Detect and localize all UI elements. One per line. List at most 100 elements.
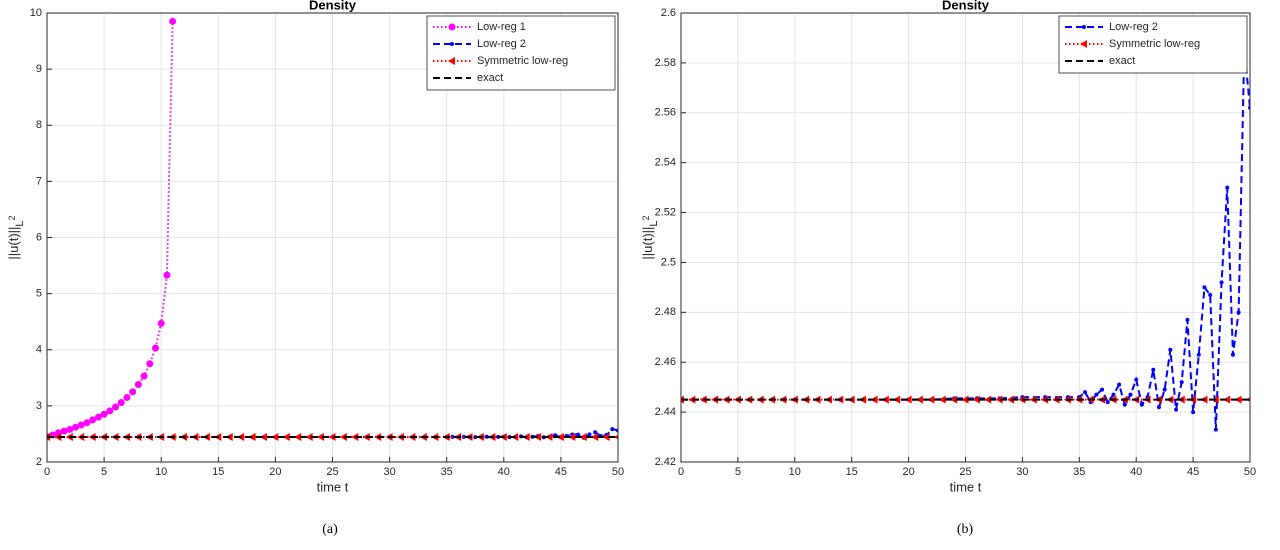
marker xyxy=(163,271,171,279)
marker xyxy=(129,388,137,396)
legend-label: Low-reg 2 xyxy=(1109,21,1158,33)
y-tick-label: 6 xyxy=(36,231,42,243)
marker xyxy=(1018,395,1026,404)
y-axis-label-sub: L xyxy=(14,220,26,226)
marker xyxy=(54,433,62,442)
y-tick-label: 9 xyxy=(36,63,42,75)
marker xyxy=(1128,392,1133,397)
x-tick-label: 40 xyxy=(498,466,510,478)
x-tick-label: 0 xyxy=(44,466,50,478)
marker xyxy=(1185,317,1190,322)
marker xyxy=(448,57,455,65)
y-tick-label: 3 xyxy=(36,400,42,412)
x-tick-label: 10 xyxy=(789,466,801,478)
marker xyxy=(927,395,935,404)
legend-label: Symmetric low-reg xyxy=(1109,38,1200,50)
y-tick-label: 4 xyxy=(36,344,42,356)
y-axis-label-main: ||u(t)|| xyxy=(640,227,655,260)
x-tick-label: 15 xyxy=(212,466,224,478)
x-tick-label: 50 xyxy=(612,466,624,478)
marker xyxy=(117,399,125,407)
marker xyxy=(100,410,108,418)
legend: Low-reg 2 Symmetric low-reg exact xyxy=(1058,15,1248,74)
x-axis-label: time t xyxy=(317,479,349,494)
marker xyxy=(1122,402,1127,407)
x-tick-label: 30 xyxy=(383,466,395,478)
marker xyxy=(140,372,148,380)
y-tick-label: 2.54 xyxy=(655,157,676,169)
marker xyxy=(112,403,120,411)
marker xyxy=(450,42,454,46)
y-tick-label: 2.52 xyxy=(655,206,676,218)
marker xyxy=(1219,280,1224,285)
x-tick-label: 40 xyxy=(1130,466,1142,478)
marker xyxy=(1234,395,1242,404)
marker xyxy=(1134,377,1139,382)
chart: 0 5 10 15 20 25 30 35 40 45 502345678910Densitytim… xyxy=(6,0,624,537)
marker xyxy=(1213,427,1218,432)
marker xyxy=(1111,392,1116,397)
y-tick-label: 5 xyxy=(36,288,42,300)
marker xyxy=(259,433,267,442)
legend-label: Low-reg 1 xyxy=(477,21,526,33)
y-tick-label: 2.58 xyxy=(655,57,676,69)
y-axis-label-main: ||u(t)|| xyxy=(6,227,21,260)
marker xyxy=(123,393,131,401)
marker xyxy=(1236,310,1241,315)
marker xyxy=(94,413,102,421)
marker xyxy=(904,395,912,404)
x-tick-label: 45 xyxy=(1187,466,1199,478)
x-tick-label: 20 xyxy=(902,466,914,478)
marker xyxy=(972,395,980,404)
marker xyxy=(1191,410,1196,415)
marker xyxy=(1082,25,1086,29)
marker xyxy=(1174,407,1179,412)
marker xyxy=(1105,400,1110,405)
marker xyxy=(83,419,91,427)
marker xyxy=(610,427,615,432)
x-tick-label: 0 xyxy=(678,466,684,478)
y-tick-label: 2.46 xyxy=(655,356,676,368)
y-axis-label: ||u(t)||L2 xyxy=(640,215,659,259)
x-axis-label: time t xyxy=(950,479,982,494)
marker xyxy=(1080,40,1087,48)
x-tick-label: 5 xyxy=(101,466,107,478)
marker xyxy=(950,395,958,404)
chart-title: Density xyxy=(942,0,990,12)
caption: (a) xyxy=(322,522,338,537)
marker xyxy=(1168,347,1173,352)
axes-box xyxy=(46,12,619,463)
marker xyxy=(151,344,159,352)
marker xyxy=(1082,390,1087,395)
marker xyxy=(1225,185,1230,190)
marker xyxy=(1100,387,1105,392)
series xyxy=(47,433,618,442)
y-tick-label: 2.48 xyxy=(655,306,676,318)
x-tick-label: 15 xyxy=(846,466,858,478)
marker xyxy=(1094,392,1099,397)
marker xyxy=(1196,352,1201,357)
marker xyxy=(317,433,325,442)
marker xyxy=(1139,402,1144,407)
marker xyxy=(1208,292,1213,297)
marker xyxy=(106,407,114,415)
marker xyxy=(169,17,177,25)
marker xyxy=(72,423,80,431)
legend-label: exact xyxy=(477,72,503,84)
y-tick-label: 2.5 xyxy=(661,256,676,268)
marker xyxy=(576,432,581,437)
y-tick-label: 8 xyxy=(36,119,42,131)
y-axis-label-subsub: 2 xyxy=(641,215,651,220)
marker xyxy=(1156,405,1161,410)
y-tick-label: 2.6 xyxy=(661,7,676,19)
marker xyxy=(1117,382,1122,387)
marker xyxy=(614,434,618,440)
x-tick-label: 25 xyxy=(326,466,338,478)
x-tick-label: 45 xyxy=(555,466,567,478)
y-axis-label-sub: L xyxy=(648,220,660,226)
marker xyxy=(134,381,142,389)
marker xyxy=(89,416,97,424)
chart-title: Density xyxy=(309,0,357,12)
marker xyxy=(984,395,992,404)
